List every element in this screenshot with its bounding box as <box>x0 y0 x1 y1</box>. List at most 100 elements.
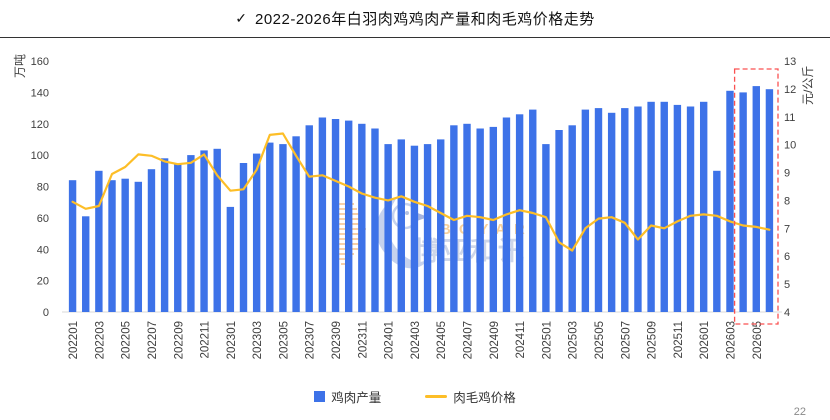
forecast-highlight-box <box>733 68 779 325</box>
production-bar <box>331 119 340 312</box>
x-axis-tick: 202507 <box>620 321 632 359</box>
right-axis-tick: 11 <box>784 112 795 124</box>
production-bar <box>174 164 182 312</box>
production-bar <box>726 90 734 312</box>
production-bar <box>739 92 747 313</box>
production-bar <box>594 108 603 312</box>
x-axis-tick: 202303 <box>252 321 264 359</box>
legend-item-price: 肉毛鸡价格 <box>425 387 516 406</box>
x-axis-tick: 202307 <box>305 321 317 359</box>
production-bar <box>529 109 537 312</box>
production-bar <box>515 114 524 312</box>
chart-header: ✓ 2022-2026年白羽肉鸡鸡肉产量和肉毛鸡价格走势 <box>0 0 830 38</box>
production-bar <box>358 123 366 313</box>
right-axis-tick: 6 <box>784 251 790 263</box>
x-axis-tick: 202305 <box>278 321 290 359</box>
production-bar <box>68 180 77 312</box>
line-swatch <box>425 395 448 398</box>
production-bar <box>765 89 774 312</box>
x-axis-tick: 202605 <box>752 321 764 359</box>
left-axis-tick: 20 <box>37 276 49 288</box>
production-bar <box>239 163 248 312</box>
page-number: 22 <box>793 406 806 418</box>
x-axis-tick: 202201 <box>68 321 80 359</box>
left-axis-tick: 60 <box>37 213 49 225</box>
right-axis-tick: 12 <box>784 84 796 96</box>
left-axis-tick: 160 <box>31 56 49 68</box>
left-axis-tick: 80 <box>37 182 49 194</box>
production-bar <box>713 170 721 312</box>
production-bar <box>397 139 405 312</box>
production-bar <box>450 125 458 312</box>
right-axis-tick: 7 <box>784 223 790 235</box>
production-bar <box>279 144 287 312</box>
x-axis-tick: 202205 <box>121 321 133 359</box>
x-axis-tick: 202511 <box>673 321 685 359</box>
production-bar <box>437 139 445 312</box>
right-axis-tick: 8 <box>784 195 790 207</box>
bar-swatch <box>314 391 326 402</box>
production-bar <box>344 120 353 312</box>
x-axis-tick: 202501 <box>541 321 553 359</box>
left-axis-tick: 100 <box>31 150 49 162</box>
x-axis-tick: 202207 <box>147 321 159 359</box>
production-bar <box>371 128 379 312</box>
production-bar <box>213 148 221 312</box>
production-bar <box>187 155 195 312</box>
x-axis-tick: 202409 <box>489 321 501 359</box>
legend-label-production: 鸡肉产量 <box>331 391 382 405</box>
production-bar <box>108 180 116 312</box>
x-axis-tick: 202403 <box>410 321 422 359</box>
x-axis-tick: 202401 <box>384 321 396 359</box>
production-bar <box>634 106 642 312</box>
production-bar <box>226 206 235 312</box>
production-bar <box>476 128 484 312</box>
legend: 鸡肉产量 肉毛鸡价格 <box>0 387 830 406</box>
left-axis-tick: 120 <box>31 119 49 131</box>
production-bar <box>292 136 300 312</box>
right-axis-tick: 5 <box>784 279 790 291</box>
production-bar <box>121 178 129 312</box>
check-icon: ✓ <box>235 10 247 26</box>
production-bar <box>673 104 682 313</box>
right-axis-tick: 10 <box>784 140 796 152</box>
production-bar <box>607 112 616 312</box>
right-axis-unit: 元/公斤 <box>801 66 815 105</box>
right-axis-tick: 4 <box>784 307 790 319</box>
production-bar <box>410 145 419 312</box>
production-bar <box>423 144 432 312</box>
production-bar <box>647 101 655 312</box>
left-axis-tick: 0 <box>43 307 49 319</box>
chart-area: BOYAR 博亚和讯 万吨 元/公斤 020406080100120140160… <box>0 38 830 420</box>
x-axis-tick: 202211 <box>200 321 212 359</box>
production-bar <box>252 153 261 312</box>
production-bar <box>699 101 708 312</box>
production-bar <box>134 181 143 312</box>
production-bar <box>463 123 471 313</box>
x-axis-tick: 202203 <box>94 321 106 359</box>
x-axis-tick: 202407 <box>463 321 475 359</box>
left-axis-tick: 140 <box>31 87 49 99</box>
page-title: 2022-2026年白羽肉鸡鸡肉产量和肉毛鸡价格走势 <box>254 11 595 28</box>
production-bar <box>686 106 695 312</box>
production-bar <box>752 86 760 312</box>
x-axis-tick: 202301 <box>226 321 238 359</box>
production-bar <box>542 144 550 312</box>
production-bar <box>621 108 629 312</box>
x-axis-tick: 202209 <box>173 321 185 359</box>
production-bar <box>318 117 327 312</box>
production-bar <box>581 109 590 312</box>
production-bar <box>305 125 313 312</box>
production-bar <box>160 158 169 312</box>
left-axis-unit: 万吨 <box>13 54 27 78</box>
legend-item-production: 鸡肉产量 <box>314 387 381 406</box>
trend-chart: BOYAR 博亚和讯 万吨 元/公斤 020406080100120140160… <box>13 54 815 359</box>
x-axis-tick: 202311 <box>357 321 369 359</box>
x-axis-tick: 202309 <box>331 321 343 359</box>
plot: 0 20 40 60 80 100 120 140 160 4 5 6 7 8 9 10 11 12 13 20220… <box>31 56 797 359</box>
x-axis-tick: 202601 <box>699 321 711 359</box>
x-axis-tick: 202405 <box>436 321 448 359</box>
x-axis-tick: 202603 <box>725 321 737 359</box>
production-bar <box>555 130 563 312</box>
production-bar <box>660 101 668 312</box>
